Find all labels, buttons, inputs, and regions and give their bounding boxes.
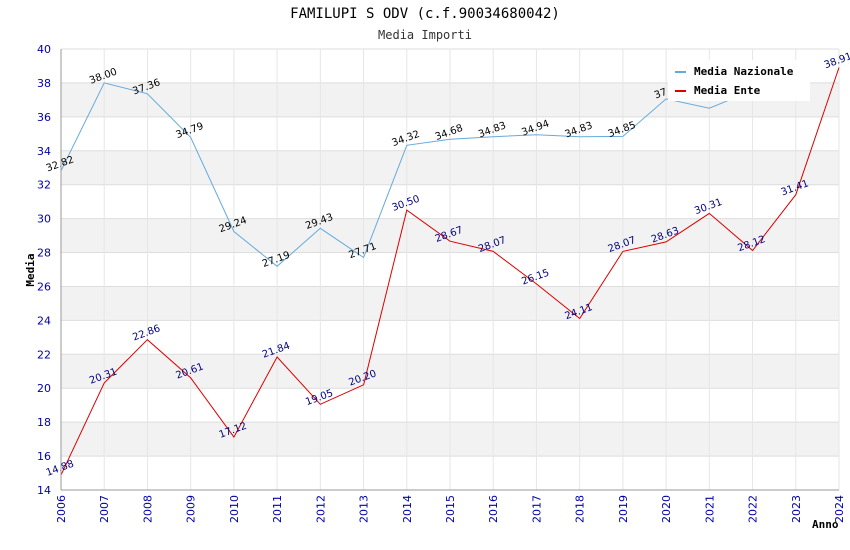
series-lines: [60, 67, 840, 476]
y-tick-label: 38: [37, 77, 51, 90]
x-tick-label: 2020: [660, 495, 673, 523]
x-tick-label: 2016: [487, 495, 500, 523]
legend-box: [668, 60, 810, 101]
y-tick-labels: 14 16 18 20 22 24 26 28 30 32 34 36 38 40: [37, 43, 51, 497]
legend: Media Nazionale Media Ente: [668, 60, 810, 101]
chart-subtitle: Media Importi: [378, 28, 472, 42]
axes: [60, 49, 839, 491]
x-tick-label: 2008: [141, 495, 154, 523]
x-tick-label: 2018: [574, 495, 587, 523]
y-tick-label: 34: [37, 145, 51, 158]
data-label: 34.83: [477, 120, 508, 140]
x-tick-label: 2007: [98, 495, 111, 523]
data-label: 26.15: [520, 268, 551, 288]
data-label: 34.79: [174, 121, 205, 141]
data-label: 34.32: [391, 129, 422, 149]
y-axis-label: Media: [24, 253, 37, 286]
x-axis-label: Anno: [812, 518, 839, 531]
data-label: 38.91: [823, 51, 850, 71]
x-tick-label: 2012: [314, 495, 327, 523]
y-tick-label: 30: [37, 213, 51, 226]
y-tick-label: 36: [37, 111, 51, 124]
x-tick-label: 2010: [228, 495, 241, 523]
y-tick-label: 24: [37, 314, 51, 327]
x-tick-label: 2019: [617, 495, 630, 523]
legend-label-ente: Media Ente: [694, 84, 761, 97]
x-tick-label: 2017: [530, 495, 543, 523]
data-label: 34.85: [607, 120, 638, 140]
y-tick-label: 18: [37, 416, 51, 429]
y-tick-label: 22: [37, 348, 51, 361]
x-tick-label: 2023: [790, 495, 803, 523]
chart-title: FAMILUPI S ODV (c.f.90034680042): [290, 6, 560, 22]
x-tick-label: 2009: [185, 495, 198, 523]
x-tick-label: 2022: [747, 495, 760, 523]
x-tick-label: 2006: [55, 495, 68, 523]
data-label: 34.68: [434, 123, 465, 143]
series-line-0: [60, 82, 753, 267]
y-tick-label: 28: [37, 247, 51, 260]
y-tick-label: 40: [37, 43, 51, 56]
data-label: 30.50: [391, 194, 422, 214]
series-line-1: [60, 67, 840, 476]
y-tick-label: 16: [37, 450, 51, 463]
gridlines: [60, 48, 840, 491]
x-tick-label: 2011: [271, 495, 284, 523]
x-tick-label: 2015: [444, 495, 457, 523]
x-tick-label: 2013: [358, 495, 371, 523]
data-label: 34.83: [563, 120, 594, 140]
x-tick-label: 2024: [833, 495, 846, 523]
y-tick-label: 20: [37, 382, 51, 395]
y-tick-label: 26: [37, 280, 51, 293]
x-tick-labels: 2006 2007 2008 2009 2010 2011 2012 2013 2014 2015…: [55, 495, 846, 523]
y-tick-label: 32: [37, 179, 51, 192]
legend-label-nazionale: Media Nazionale: [694, 65, 794, 78]
x-tick-label: 2014: [401, 495, 414, 523]
x-tick-label: 2021: [703, 495, 716, 523]
y-tick-label: 14: [37, 484, 51, 497]
